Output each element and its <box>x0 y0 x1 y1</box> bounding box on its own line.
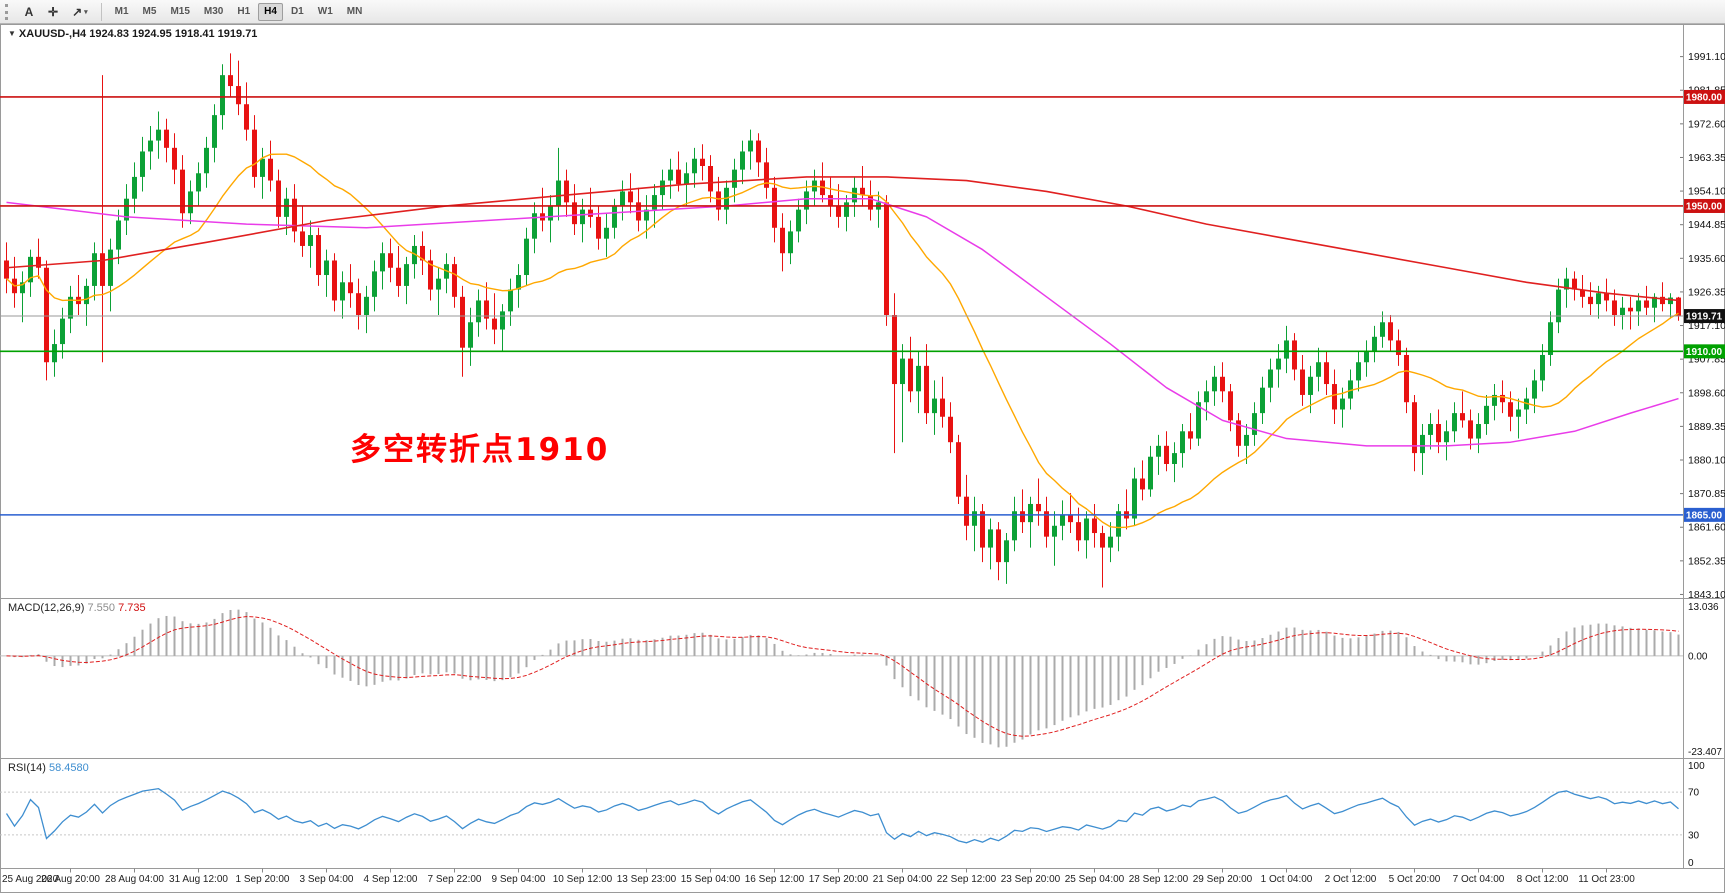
svg-text:1843.10: 1843.10 <box>1688 589 1725 601</box>
timeframe-button-m1[interactable]: M1 <box>109 3 135 21</box>
svg-text:8 Oct 12:00: 8 Oct 12:00 <box>1517 874 1569 885</box>
svg-text:29 Sep 20:00: 29 Sep 20:00 <box>1193 874 1253 885</box>
crosshair-tool-button[interactable]: ✛ <box>41 2 65 22</box>
draw-tool-button[interactable]: ↗ ▾ <box>65 2 95 22</box>
svg-text:70: 70 <box>1688 788 1700 799</box>
svg-text:1865.00: 1865.00 <box>1686 510 1723 521</box>
svg-text:17 Sep 20:00: 17 Sep 20:00 <box>809 874 869 885</box>
svg-text:1910.00: 1910.00 <box>1686 347 1723 358</box>
ma-mid-line <box>6 197 1679 447</box>
svg-text:1 Sep 20:00: 1 Sep 20:00 <box>236 874 290 885</box>
svg-text:1972.60: 1972.60 <box>1688 118 1725 130</box>
svg-text:21 Sep 04:00: 21 Sep 04:00 <box>873 874 933 885</box>
timeframe-button-m5[interactable]: M5 <box>137 3 163 21</box>
svg-text:1980.00: 1980.00 <box>1686 92 1723 103</box>
svg-text:16 Sep 12:00: 16 Sep 12:00 <box>745 874 805 885</box>
svg-text:1935.60: 1935.60 <box>1688 253 1725 265</box>
main-toolbar: A ✛ ↗ ▾ M1 M5 M15 M30 H1 H4 D1 W1 MN <box>0 0 1725 24</box>
ma-slow-line <box>6 176 1679 302</box>
toolbar-separator <box>100 2 102 21</box>
svg-text:1852.35: 1852.35 <box>1688 555 1725 567</box>
svg-text:1926.35: 1926.35 <box>1688 286 1725 298</box>
toolbar-grip[interactable] <box>5 3 11 20</box>
svg-text:10 Sep 12:00: 10 Sep 12:00 <box>553 874 613 885</box>
svg-text:1954.10: 1954.10 <box>1688 186 1725 198</box>
svg-text:31 Aug 12:00: 31 Aug 12:00 <box>169 874 228 885</box>
svg-text:-23.407: -23.407 <box>1688 747 1722 758</box>
svg-text:28 Aug 04:00: 28 Aug 04:00 <box>105 874 164 885</box>
timeframe-button-w1[interactable]: W1 <box>312 3 339 21</box>
svg-text:5 Oct 20:00: 5 Oct 20:00 <box>1389 874 1441 885</box>
timeframe-button-d1[interactable]: D1 <box>285 3 310 21</box>
svg-text:30: 30 <box>1688 830 1700 841</box>
rsi-line <box>5 787 1679 844</box>
svg-text:3 Sep 04:00: 3 Sep 04:00 <box>300 874 354 885</box>
svg-text:13 Sep 23:00: 13 Sep 23:00 <box>617 874 677 885</box>
svg-text:26 Aug 20:00: 26 Aug 20:00 <box>41 874 100 885</box>
svg-text:22 Sep 12:00: 22 Sep 12:00 <box>937 874 997 885</box>
timeframe-button-h4[interactable]: H4 <box>258 2 283 21</box>
svg-text:0.00: 0.00 <box>1688 651 1708 662</box>
time-axis[interactable] <box>70 868 1607 873</box>
svg-text:25 Aug 2020: 25 Aug 2020 <box>2 874 59 885</box>
svg-text:1963.35: 1963.35 <box>1688 152 1725 164</box>
svg-text:7 Sep 22:00: 7 Sep 22:00 <box>428 874 482 885</box>
svg-text:1944.85: 1944.85 <box>1688 219 1725 231</box>
macd-signal-line <box>6 616 1679 737</box>
svg-text:25 Sep 04:00: 25 Sep 04:00 <box>1065 874 1125 885</box>
svg-text:9 Sep 04:00: 9 Sep 04:00 <box>492 874 546 885</box>
chart-area: 1991.101981.851972.601963.351954.101944.… <box>0 24 1725 893</box>
svg-text:100: 100 <box>1688 761 1705 772</box>
macd-histogram-layer <box>13 609 1680 748</box>
svg-text:1991.10: 1991.10 <box>1688 51 1725 63</box>
svg-text:7 Oct 04:00: 7 Oct 04:00 <box>1453 874 1505 885</box>
svg-text:1870.85: 1870.85 <box>1688 488 1725 500</box>
svg-text:1861.60: 1861.60 <box>1688 522 1725 534</box>
draw-tool-icon: ↗ <box>72 4 83 19</box>
candles-layer <box>4 53 1681 588</box>
timeframe-button-m30[interactable]: M30 <box>198 3 229 21</box>
svg-text:13.036: 13.036 <box>1688 602 1719 613</box>
text-tool-button[interactable]: A <box>17 2 41 22</box>
timeframe-group: M1 M5 M15 M30 H1 H4 D1 W1 MN <box>108 2 370 21</box>
timeframe-button-mn[interactable]: MN <box>341 3 369 21</box>
svg-text:1898.60: 1898.60 <box>1688 387 1725 399</box>
svg-text:1950.00: 1950.00 <box>1686 201 1723 212</box>
svg-text:1889.35: 1889.35 <box>1688 421 1725 433</box>
svg-text:15 Sep 04:00: 15 Sep 04:00 <box>681 874 741 885</box>
svg-text:1 Oct 04:00: 1 Oct 04:00 <box>1261 874 1313 885</box>
timeframe-button-h1[interactable]: H1 <box>231 3 256 21</box>
chevron-down-icon: ▾ <box>84 8 88 16</box>
svg-text:23 Sep 20:00: 23 Sep 20:00 <box>1001 874 1061 885</box>
chart-canvas[interactable]: 1991.101981.851972.601963.351954.101944.… <box>0 24 1725 893</box>
svg-text:4 Sep 12:00: 4 Sep 12:00 <box>364 874 418 885</box>
svg-text:11 Oct 23:00: 11 Oct 23:00 <box>1578 874 1635 885</box>
ma-fast-line <box>6 153 1679 529</box>
svg-text:1919.71: 1919.71 <box>1686 312 1723 323</box>
timeframe-button-m15[interactable]: M15 <box>164 3 195 21</box>
svg-text:0: 0 <box>1688 858 1694 869</box>
svg-text:28 Sep 12:00: 28 Sep 12:00 <box>1129 874 1189 885</box>
svg-text:2 Oct 12:00: 2 Oct 12:00 <box>1325 874 1377 885</box>
svg-text:1880.10: 1880.10 <box>1688 454 1725 466</box>
